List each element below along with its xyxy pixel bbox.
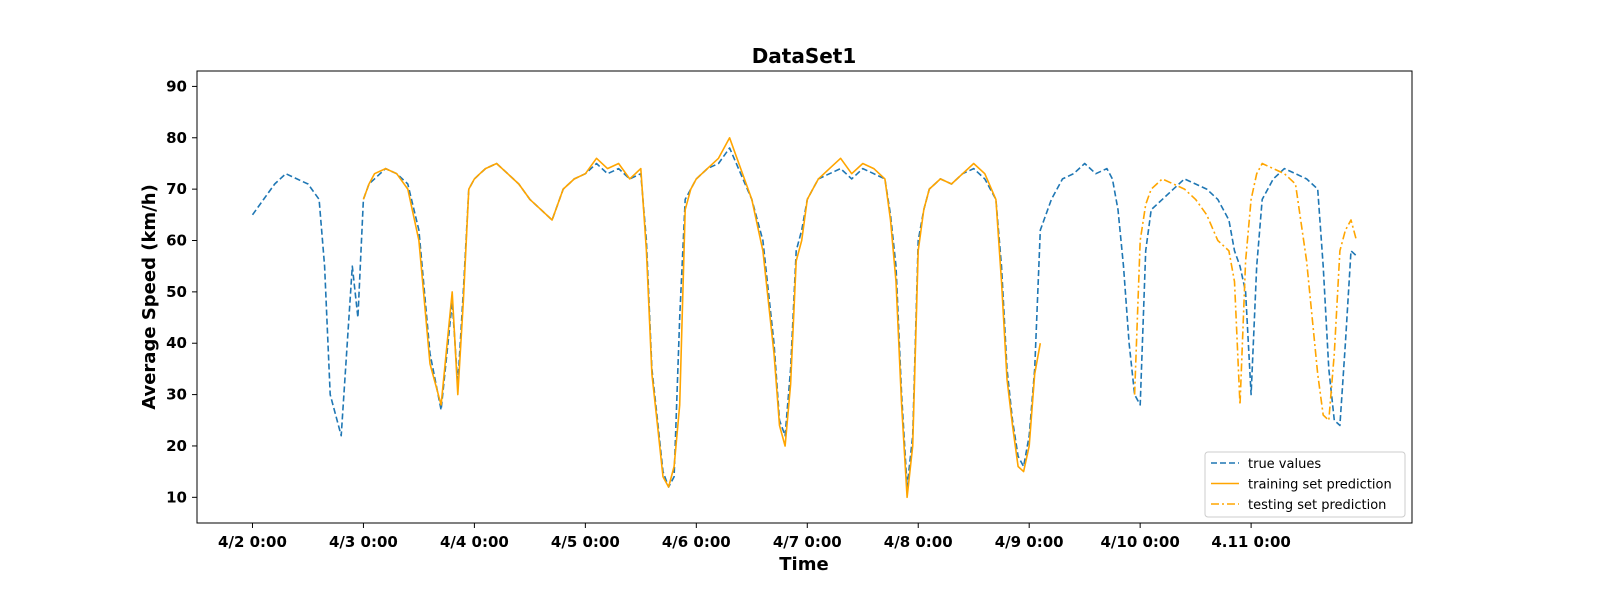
series-line-3 [1133,162,1358,422]
y-tick-label: 30 [166,386,187,404]
series-line-2 [362,137,1042,499]
chart-title: DataSet1 [752,44,857,68]
legend-item-label: training set prediction [1248,478,1392,493]
x-tick-label: 4/6 0:00 [662,533,731,551]
x-axis-label: Time [779,554,828,575]
x-tick-label: 4/7 0:00 [773,533,842,551]
y-tick-label: 50 [166,283,187,301]
legend-item-label: true values [1248,457,1321,472]
y-axis: 10 20 30 40 50 60 70 80 90 [166,77,197,506]
y-tick-label: 70 [166,180,187,198]
x-tick-label: 4/4 0:00 [440,533,509,551]
x-tick-label: 4.11 0:00 [1211,533,1291,551]
y-axis-label: Average Speed (km/h) [139,184,160,410]
legend: true values training set prediction testin… [1204,451,1406,518]
x-tick-label: 4/3 0:00 [329,533,398,551]
y-tick-label: 20 [166,437,187,455]
x-tick-label: 4/8 0:00 [884,533,953,551]
y-tick-label: 40 [166,334,187,352]
y-tick-label: 80 [166,129,187,147]
y-tick-label: 10 [166,488,187,506]
plot-frame [196,70,1413,524]
series-line-1 [251,147,1358,488]
legend-item-label: testing set prediction [1248,498,1386,513]
x-tick-label: 4/9 0:00 [995,533,1064,551]
legend-box [1204,451,1406,518]
x-axis: 4/2 0:00 4/3 0:00 4/4 0:00 4/5 0:00 4/6 0:00… [218,523,1291,551]
x-tick-label: 4/5 0:00 [551,533,620,551]
x-tick-label: 4/10 0:00 [1100,533,1179,551]
y-tick-label: 60 [166,232,187,250]
y-tick-label: 90 [166,77,187,95]
x-tick-label: 4/2 0:00 [218,533,287,551]
